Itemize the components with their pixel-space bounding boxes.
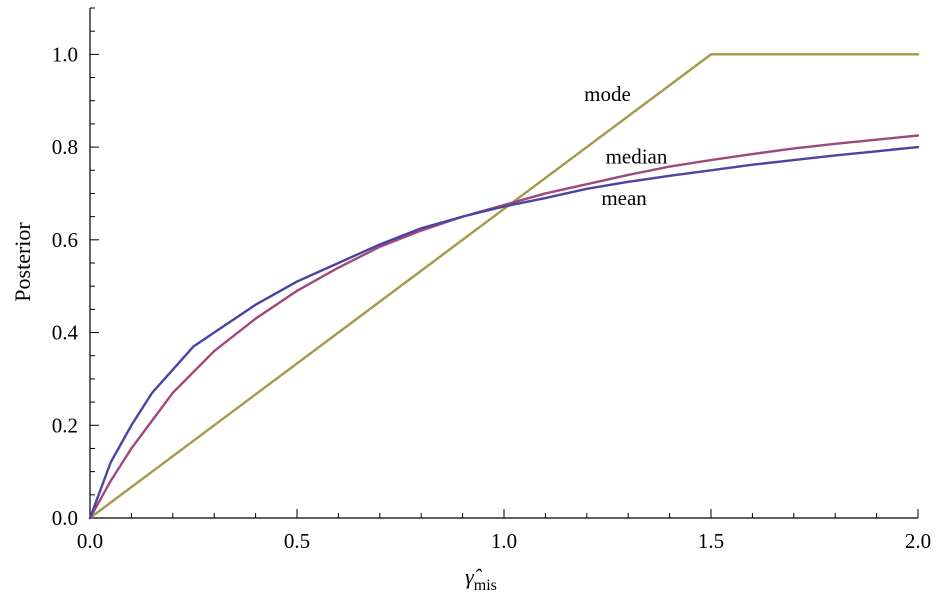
series-label-mode: mode [584,82,631,106]
ticks: 0.0 0.5 1.0 1.5 2.0 0.0 0.2 0.4 0.6 0.8 1.0 [52,7,931,553]
y-axis-title: Posterior [10,222,35,302]
series-line-mean [88,145,920,520]
axes [89,8,918,519]
x-tick-label: 0.5 [284,529,310,553]
y-tick-label: 0.6 [52,228,78,252]
series-label-mean: mean [601,186,647,210]
series-line-median [88,134,920,520]
x-tick-label: 0.0 [77,529,103,553]
series-lines [88,53,920,520]
x-tick-label: 2.0 [905,529,931,553]
x-tick-label: 1.0 [491,529,517,553]
y-tick-label: 0.0 [52,506,78,530]
x-axis-title-sub: mis [474,577,497,594]
y-tick-label: 0.2 [52,413,78,437]
x-axis-title: γ̂mis [465,564,497,594]
series-label-median: median [606,144,668,168]
series-labels: mode median mean [584,82,668,210]
x-tick-label: 1.5 [698,529,724,553]
y-tick-label: 1.0 [52,42,78,66]
y-tick-label: 0.8 [52,135,78,159]
series-line-mode [88,53,920,520]
y-tick-label: 0.4 [52,321,79,345]
